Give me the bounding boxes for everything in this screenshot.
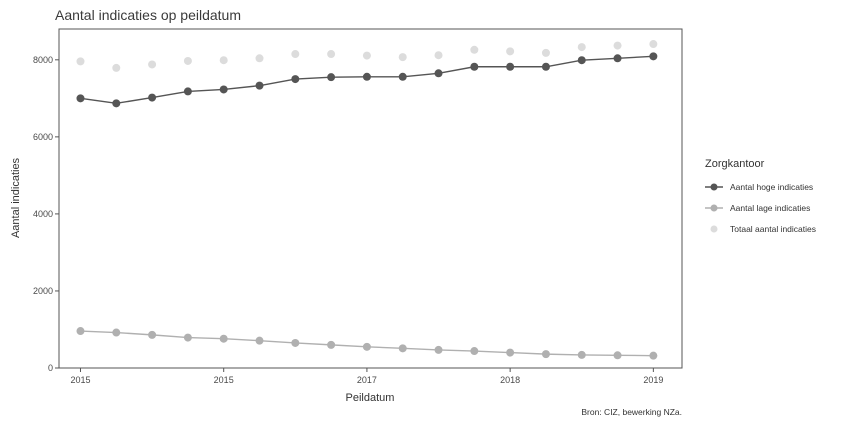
- data-point: [219, 56, 228, 65]
- x-axis: 2015 2015 2017 2018 2019: [70, 368, 663, 385]
- y-axis: 0 2000 4000 6000 8000: [33, 55, 59, 373]
- legend-key-marker: [710, 225, 718, 233]
- data-point: [76, 94, 85, 103]
- plot-panel: [58, 28, 683, 369]
- legend-title: Zorgkantoor: [705, 158, 765, 170]
- y-tick-label: 2000: [33, 286, 53, 296]
- legend-item: Aantal hoge indicaties: [705, 182, 813, 192]
- data-point: [434, 69, 443, 78]
- data-point: [506, 62, 515, 71]
- data-point: [470, 62, 479, 71]
- data-point: [327, 73, 336, 82]
- data-point: [148, 330, 157, 339]
- legend-key-marker: [710, 204, 718, 212]
- data-point: [362, 51, 371, 60]
- data-point: [577, 43, 586, 52]
- data-point: [148, 60, 157, 69]
- data-point: [649, 40, 658, 49]
- y-tick-label: 8000: [33, 55, 53, 65]
- legend: Zorgkantoor Aantal hoge indicaties Aantal…: [705, 158, 816, 234]
- data-point: [434, 345, 443, 354]
- data-point: [577, 56, 586, 65]
- data-point: [148, 93, 157, 102]
- data-point: [470, 45, 479, 54]
- data-point: [183, 87, 192, 96]
- y-tick-label: 6000: [33, 132, 53, 142]
- x-tick-label: 2015: [214, 375, 234, 385]
- data-point: [398, 53, 407, 62]
- data-point: [577, 350, 586, 359]
- data-point: [76, 57, 85, 66]
- legend-item: Aantal lage indicaties: [705, 203, 810, 213]
- data-point: [613, 41, 622, 50]
- series-totaal-aantal-indicaties: [76, 40, 658, 72]
- data-point: [76, 327, 85, 336]
- data-point: [613, 351, 622, 360]
- data-point: [362, 342, 371, 351]
- data-point: [112, 99, 121, 108]
- data-point: [541, 48, 550, 57]
- chart-title: Aantal indicaties op peildatum: [55, 7, 241, 23]
- data-point: [183, 333, 192, 342]
- data-point: [219, 334, 228, 343]
- legend-label: Totaal aantal indicaties: [730, 224, 816, 234]
- x-tick-label: 2017: [357, 375, 377, 385]
- data-point: [255, 336, 264, 345]
- x-tick-label: 2015: [70, 375, 90, 385]
- source-note: Bron: CIZ, bewerking NZa.: [581, 407, 682, 417]
- data-point: [112, 328, 121, 337]
- data-point: [541, 62, 550, 71]
- data-point: [255, 81, 264, 90]
- data-point: [291, 50, 300, 59]
- data-point: [112, 63, 121, 72]
- legend-label: Aantal lage indicaties: [730, 203, 810, 213]
- legend-label: Aantal hoge indicaties: [730, 182, 813, 192]
- data-point: [541, 350, 550, 359]
- y-axis-title: Aantal indicaties: [10, 157, 22, 238]
- y-tick-label: 4000: [33, 209, 53, 219]
- legend-item: Totaal aantal indicaties: [710, 224, 816, 234]
- x-tick-label: 2018: [500, 375, 520, 385]
- data-point: [327, 340, 336, 349]
- legend-key-marker: [710, 183, 718, 191]
- data-point: [434, 51, 443, 60]
- series-aantal-hoge-indicaties: [76, 52, 658, 108]
- y-tick-label: 0: [48, 363, 53, 373]
- x-axis-title: Peildatum: [346, 392, 395, 404]
- data-point: [649, 351, 658, 360]
- data-point: [613, 54, 622, 63]
- data-point: [470, 347, 479, 356]
- data-point: [362, 72, 371, 81]
- data-point: [291, 338, 300, 347]
- data-point: [291, 75, 300, 84]
- data-point: [649, 52, 658, 61]
- data-point: [255, 54, 264, 63]
- data-point: [398, 72, 407, 81]
- data-point: [506, 348, 515, 357]
- data-point: [506, 47, 515, 56]
- data-point: [219, 85, 228, 94]
- data-point: [398, 344, 407, 353]
- x-tick-label: 2019: [643, 375, 663, 385]
- data-point: [183, 56, 192, 65]
- series-aantal-lage-indicaties: [76, 327, 658, 360]
- data-point: [327, 50, 336, 59]
- series-layer: [76, 40, 658, 360]
